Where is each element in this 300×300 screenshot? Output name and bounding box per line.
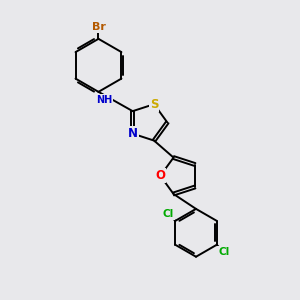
- Text: S: S: [150, 98, 158, 111]
- Text: Cl: Cl: [163, 209, 174, 219]
- Text: Br: Br: [92, 22, 105, 32]
- Text: Cl: Cl: [218, 247, 230, 257]
- Text: NH: NH: [96, 95, 113, 105]
- Text: O: O: [155, 169, 165, 182]
- Text: N: N: [128, 127, 138, 140]
